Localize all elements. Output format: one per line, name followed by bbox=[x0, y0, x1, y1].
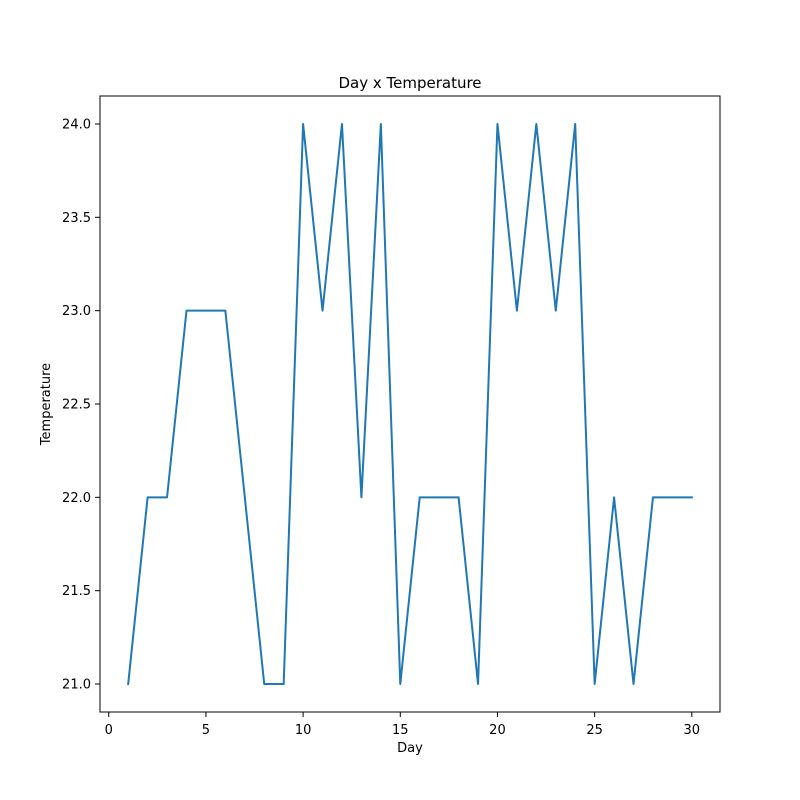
y-axis-label: Temperature bbox=[39, 363, 54, 446]
y-tick-label: 21.5 bbox=[62, 584, 91, 599]
x-axis-label: Day bbox=[397, 741, 423, 756]
x-tick-label: 30 bbox=[684, 723, 701, 738]
y-tick-label: 21.0 bbox=[62, 678, 91, 693]
y-tick-label: 22.5 bbox=[62, 398, 91, 413]
y-axis-ticks: 21.0 21.5 22.0 22.5 23.0 23.5 24.0 bbox=[62, 118, 100, 693]
plot-area-frame bbox=[99, 95, 721, 713]
x-tick-label: 20 bbox=[489, 723, 506, 738]
temperature-series-line bbox=[127, 123, 693, 686]
x-tick-label: 5 bbox=[202, 723, 210, 738]
y-tick-label: 23.0 bbox=[62, 304, 91, 319]
x-tick-label: 15 bbox=[392, 723, 409, 738]
y-tick-label: 24.0 bbox=[62, 118, 91, 133]
x-tick-label: 0 bbox=[105, 723, 113, 738]
y-tick-label: 23.5 bbox=[62, 211, 91, 226]
x-tick-label: 25 bbox=[586, 723, 603, 738]
chart-title: Day x Temperature bbox=[338, 74, 481, 92]
y-tick-label: 22.0 bbox=[62, 491, 91, 506]
series-layer bbox=[127, 123, 693, 686]
x-tick-label: 10 bbox=[295, 723, 312, 738]
x-axis-ticks: 0 5 10 15 20 25 30 bbox=[105, 712, 700, 738]
